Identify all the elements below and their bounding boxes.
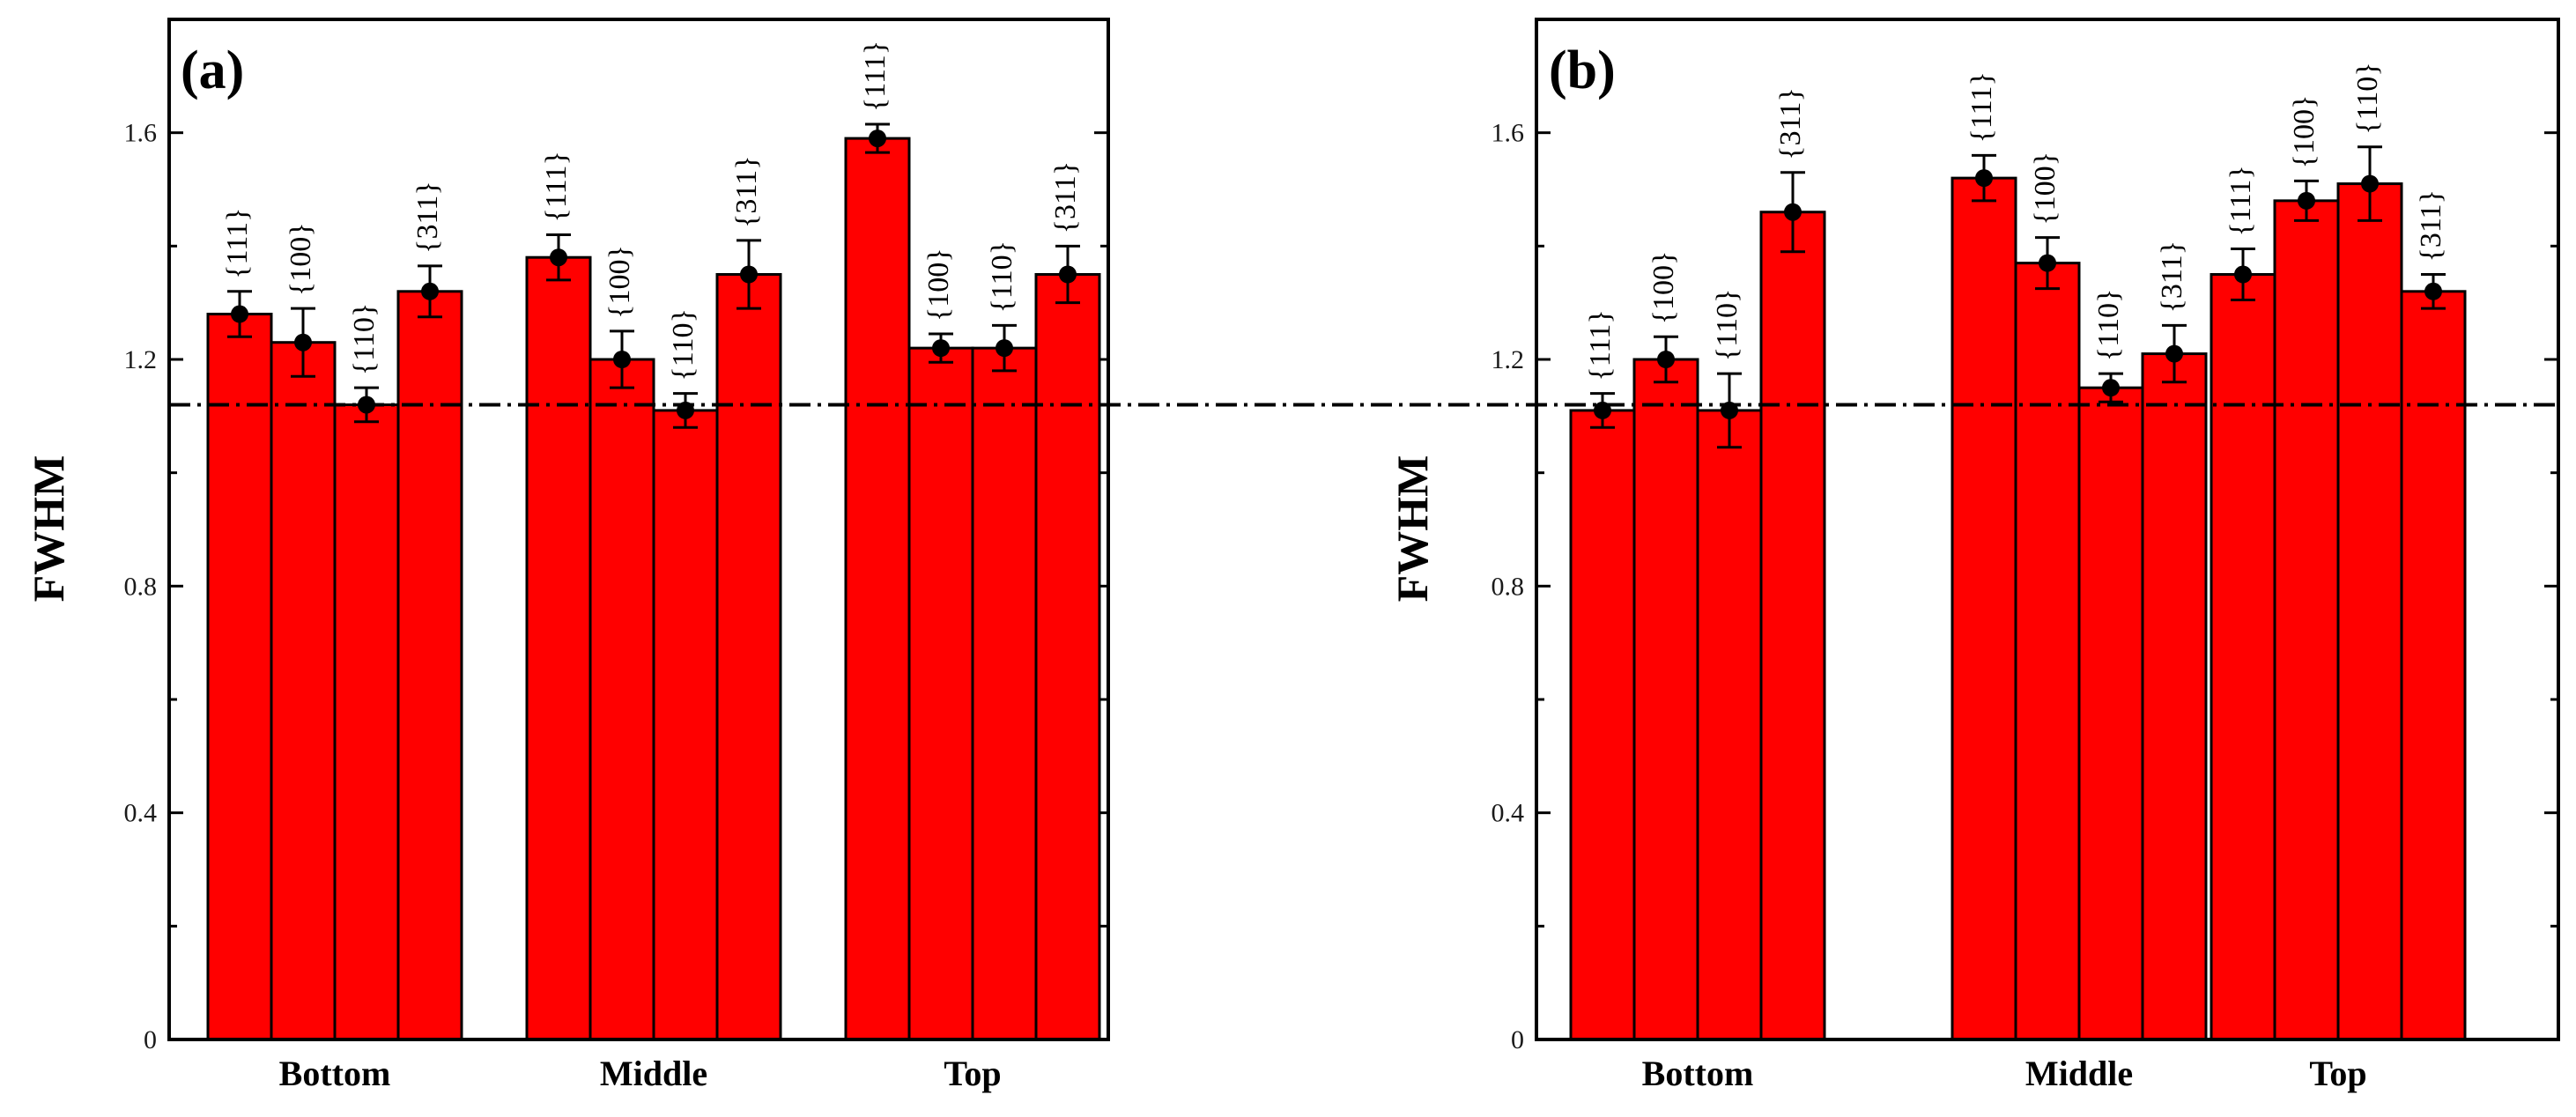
data-point <box>2298 191 2315 210</box>
data-point <box>869 129 886 148</box>
bar-a-middle-1 <box>588 358 655 1041</box>
bar-label: {110} <box>986 240 1018 313</box>
y-tick-label: 1.6 <box>1492 119 1525 148</box>
bar-label: {100} <box>285 222 317 296</box>
bar-label: {111} <box>1965 71 1998 143</box>
data-point <box>1975 169 1993 188</box>
x-category-label: Middle <box>2025 1054 2133 1093</box>
bar-label: {100} <box>2029 152 2062 226</box>
bar-label: {311} <box>411 181 444 253</box>
bar-label: {100} <box>1647 251 1680 325</box>
x-category-label: Top <box>2309 1054 2366 1093</box>
data-point <box>2165 344 2183 363</box>
panel-b-chart: 0 0.4 0.8 1.2 1.6 {111} {100} {110} {311} Bottom {… <box>1388 18 2560 1093</box>
data-point <box>550 248 567 267</box>
bar-label: {110} <box>2092 289 2125 361</box>
data-point <box>231 305 248 323</box>
panel-label: (a) <box>181 41 244 100</box>
bar-label: {111} <box>540 151 573 222</box>
y-tick-label: 1.6 <box>124 119 158 148</box>
data-point <box>2039 254 2056 272</box>
bar-b-bottom-3 <box>1759 211 1826 1041</box>
bar-b-top-2 <box>2336 182 2403 1041</box>
data-point <box>740 265 758 284</box>
plot-frame <box>1535 18 2560 1041</box>
data-point <box>2361 174 2379 193</box>
bar-label: {111} <box>1584 309 1617 381</box>
bar-a-bottom-2 <box>333 403 400 1041</box>
bar-b-top-0 <box>2210 273 2276 1041</box>
y-tick-label: 0.4 <box>124 799 158 828</box>
bar-label: {110} <box>348 303 381 375</box>
y-tick-label: 0.8 <box>1492 572 1525 601</box>
plot-frame <box>167 18 1110 1041</box>
data-point <box>1657 351 1675 368</box>
bar-label: {110} <box>1711 289 1743 361</box>
data-point <box>294 333 312 351</box>
bar-a-top-1 <box>907 346 974 1041</box>
y-tick-label: 0 <box>144 1025 157 1054</box>
bar-label: {110} <box>2351 62 2384 134</box>
y-tick-label: 1.2 <box>124 345 158 374</box>
bar-a-bottom-1 <box>270 341 337 1041</box>
y-tick-label: 0.8 <box>124 572 158 601</box>
bar-label: {111} <box>859 41 892 112</box>
data-point <box>932 339 950 358</box>
bar-b-top-1 <box>2273 199 2340 1041</box>
y-tick-label: 0.4 <box>1492 799 1525 828</box>
bar-label: {110} <box>667 308 700 381</box>
bar-b-top-3 <box>2400 290 2467 1041</box>
bar-a-top-0 <box>844 137 911 1041</box>
x-category-label: Middle <box>600 1054 707 1093</box>
bar-b-middle-1 <box>2014 262 2081 1041</box>
data-point <box>1784 203 1802 221</box>
data-point <box>996 339 1013 358</box>
data-point <box>2234 265 2252 284</box>
y-axis-label: FWHM <box>24 455 73 603</box>
bar-b-middle-3 <box>2141 352 2208 1041</box>
data-point <box>2102 379 2120 397</box>
bar-a-bottom-0 <box>206 313 273 1041</box>
panel-label: (b) <box>1549 41 1616 100</box>
y-axis-label: FWHM <box>1388 455 1437 603</box>
bar-a-top-2 <box>971 346 1038 1041</box>
bar-b-middle-0 <box>1951 176 2017 1041</box>
bar-label: {100} <box>603 245 636 319</box>
bar-label: {311} <box>1049 161 1082 233</box>
data-point <box>421 282 439 300</box>
bar-a-middle-2 <box>652 409 719 1041</box>
bar-label: {311} <box>2156 240 2188 313</box>
bar-b-bottom-0 <box>1569 409 1636 1041</box>
bar-a-middle-0 <box>525 255 592 1041</box>
bar-label: {100} <box>922 248 955 322</box>
panel-a-chart: 0 0.4 0.8 1.2 1.6 {111} {100} {110} {311} Bottom {… <box>24 18 1110 1093</box>
bar-b-bottom-1 <box>1632 358 1699 1041</box>
y-tick-label: 0 <box>1511 1025 1524 1054</box>
bar-a-middle-3 <box>715 273 782 1041</box>
bar-label: {100} <box>2288 95 2321 169</box>
bar-b-middle-2 <box>2077 386 2144 1041</box>
bar-label: {311} <box>1774 87 1807 159</box>
bar-label: {311} <box>730 156 763 228</box>
bar-label: {311} <box>2415 189 2447 262</box>
bar-label: {111} <box>2224 165 2257 236</box>
bar-label: {111} <box>221 208 254 279</box>
data-point <box>2424 282 2442 300</box>
x-category-label: Bottom <box>279 1054 391 1093</box>
bar-a-top-3 <box>1034 273 1101 1041</box>
y-tick-label: 1.2 <box>1492 345 1525 374</box>
x-category-label: Bottom <box>1642 1054 1754 1093</box>
data-point <box>1059 265 1077 284</box>
data-point <box>613 351 631 368</box>
bar-b-bottom-2 <box>1696 409 1763 1041</box>
x-category-label: Top <box>944 1054 1001 1093</box>
